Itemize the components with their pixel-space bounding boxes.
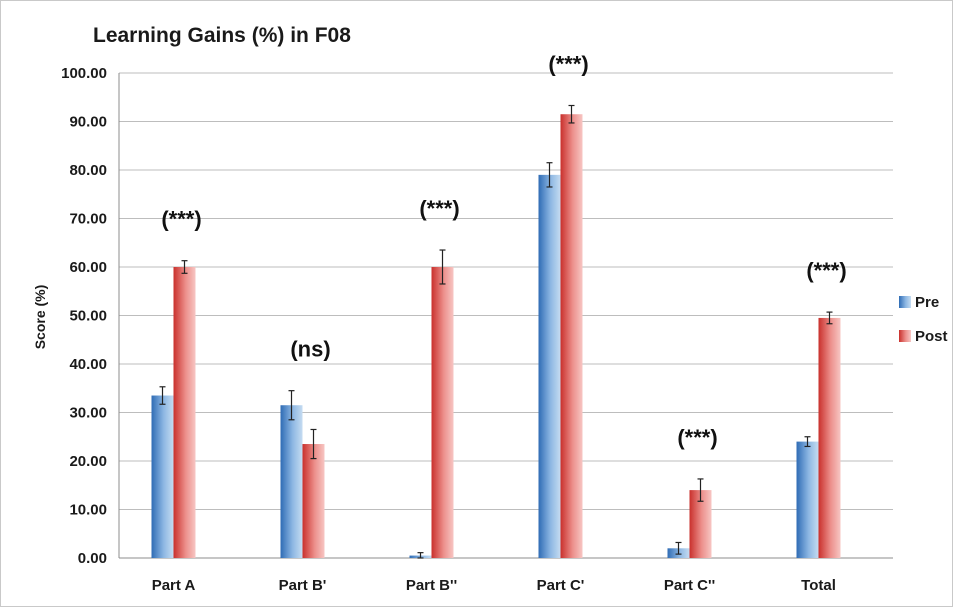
- bar-pre: [538, 174, 561, 558]
- y-tick-label: 0.00: [78, 550, 107, 567]
- y-tick-label: 30.00: [69, 405, 107, 422]
- legend-swatch-post: [899, 330, 911, 342]
- significance-annotation: (***): [419, 196, 459, 221]
- y-tick-label: 100.00: [61, 65, 107, 82]
- x-tick-label: Part C': [537, 577, 585, 594]
- x-tick-label: Part B'': [406, 577, 457, 594]
- bar-pre: [280, 405, 303, 558]
- legend-label-post: Post: [915, 328, 948, 345]
- y-tick-label: 50.00: [69, 308, 107, 325]
- bar-post: [431, 267, 454, 558]
- significance-annotation: (***): [161, 207, 201, 232]
- y-tick-label: 90.00: [69, 114, 107, 131]
- significance-annotation: (ns): [290, 337, 330, 362]
- bar-post: [689, 490, 712, 558]
- y-tick-label: 40.00: [69, 356, 107, 373]
- y-axis-label: Score (%): [32, 285, 48, 350]
- x-tick-label: Total: [801, 577, 836, 594]
- bar-post: [302, 444, 325, 558]
- significance-annotation: (***): [677, 425, 717, 450]
- y-tick-label: 60.00: [69, 259, 107, 276]
- legend-swatch-pre: [899, 296, 911, 308]
- y-tick-label: 10.00: [69, 502, 107, 519]
- chart-title: Learning Gains (%) in F08: [93, 24, 351, 47]
- bar-pre: [796, 441, 819, 558]
- y-tick-label: 70.00: [69, 211, 107, 228]
- x-tick-label: Part B': [279, 577, 327, 594]
- bar-pre: [151, 395, 174, 558]
- y-tick-label: 80.00: [69, 162, 107, 179]
- legend-label-pre: Pre: [915, 294, 939, 311]
- x-tick-label: Part C'': [664, 577, 715, 594]
- y-tick-label: 20.00: [69, 453, 107, 470]
- bar-post: [818, 317, 841, 558]
- significance-annotation: (***): [548, 51, 588, 76]
- significance-annotation: (***): [806, 258, 846, 283]
- bar-post: [173, 267, 196, 558]
- bar-post: [560, 114, 583, 558]
- x-tick-label: Part A: [152, 577, 196, 594]
